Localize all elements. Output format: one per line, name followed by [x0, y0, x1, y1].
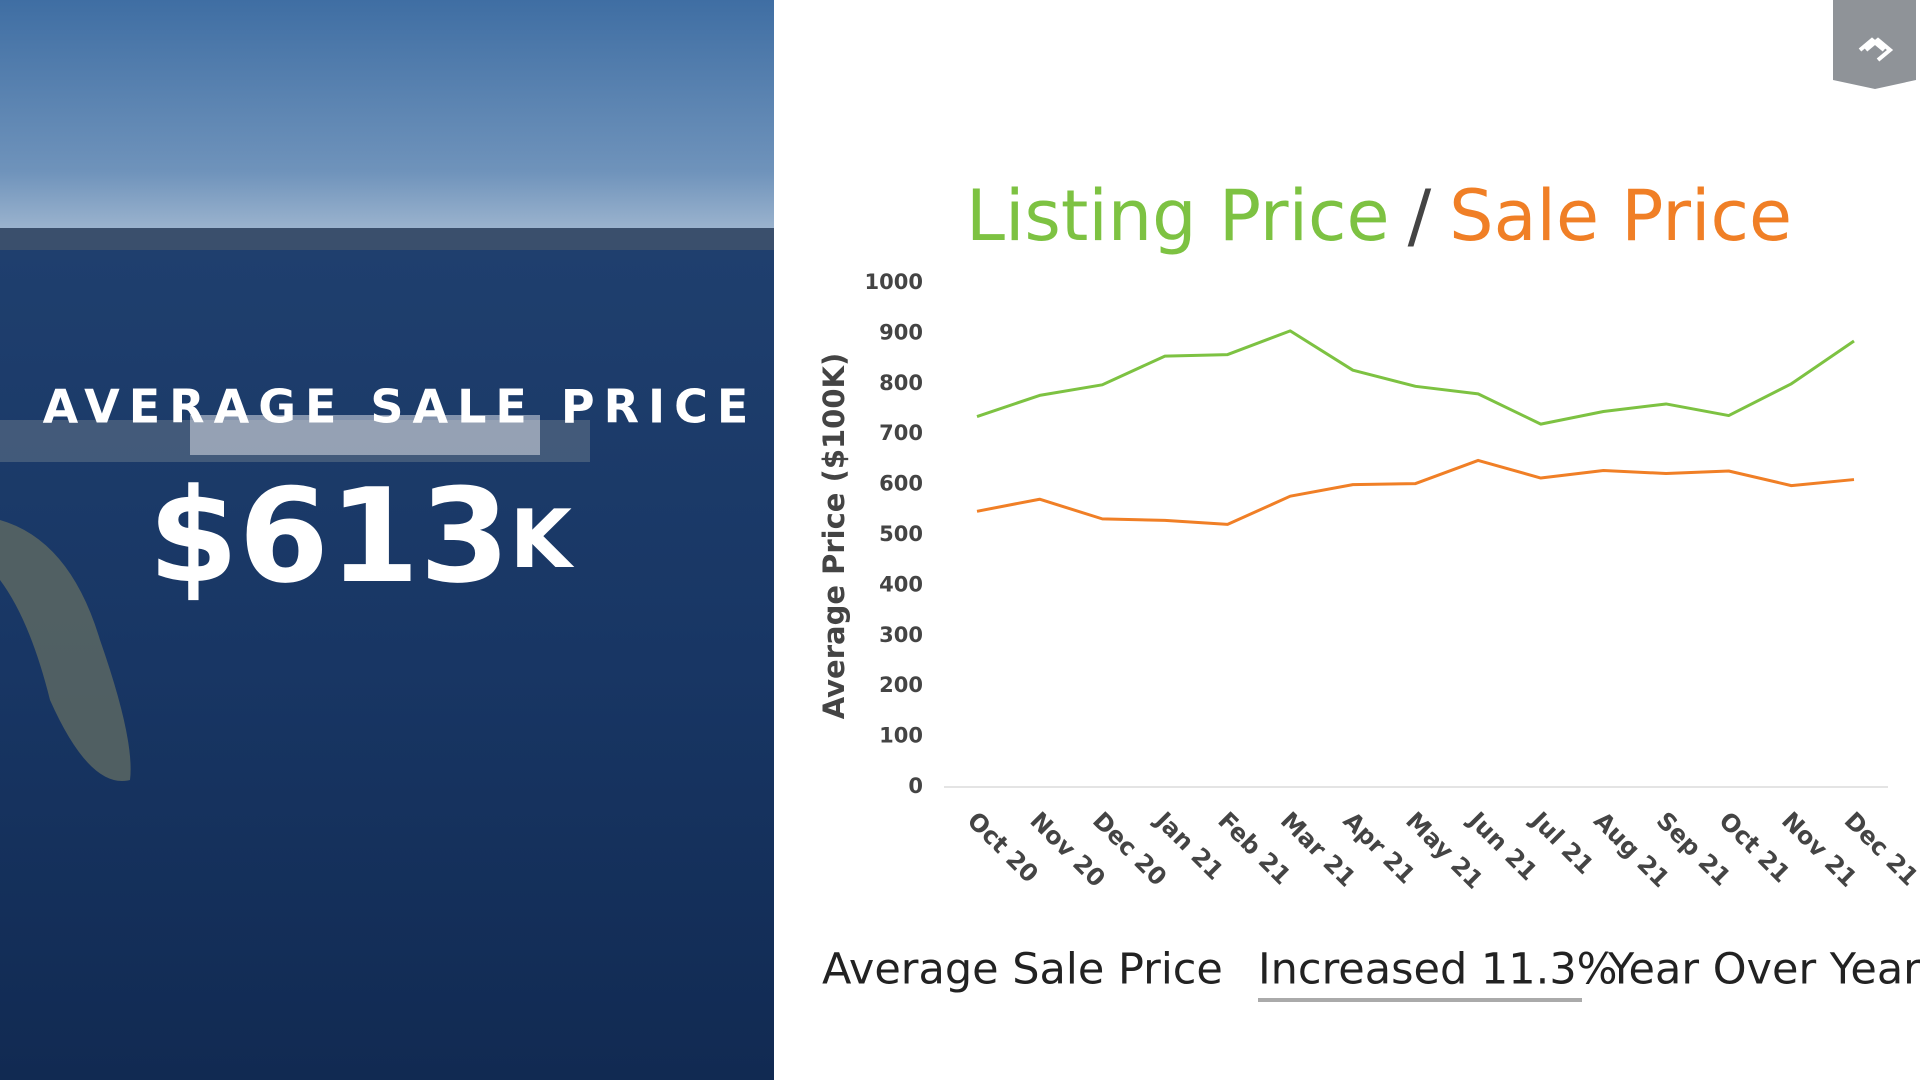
y-tick-label: 200: [879, 673, 923, 697]
value-unit: K: [510, 493, 575, 586]
title-sale: Sale Price: [1449, 175, 1792, 257]
value-main: $613: [148, 460, 510, 612]
y-tick-label: 1000: [865, 270, 923, 294]
shoreline: [0, 228, 774, 250]
y-tick-label: 700: [879, 421, 923, 445]
y-tick-label: 100: [879, 724, 923, 748]
ferry: [190, 415, 540, 455]
logo-mark: [1858, 37, 1894, 62]
y-tick-label: 900: [879, 320, 923, 344]
series-line: [976, 458, 1855, 526]
y-tick-label: 500: [879, 522, 923, 546]
jetty: [0, 520, 131, 781]
y-tick-label: 600: [879, 472, 923, 496]
panel-value: $613K: [148, 460, 575, 612]
chart-title: Listing Price / Sale Price: [966, 175, 1792, 257]
y-tick-label: 400: [879, 572, 923, 596]
y-tick-label: 0: [908, 774, 923, 798]
y-tick-label: 300: [879, 623, 923, 647]
footer-lead: Average Sale Price: [822, 945, 1223, 995]
y-tick-label: 800: [879, 371, 923, 395]
photo-panel: AVERAGE SALE PRICE $613K: [0, 0, 774, 1080]
sea: [0, 250, 774, 1080]
title-listing: Listing Price: [966, 175, 1390, 257]
y-axis-label: Average Price ($100K): [817, 353, 851, 720]
footer: Average Sale Price Increased 11.3% Year …: [822, 945, 1920, 1002]
title-separator: /: [1408, 175, 1432, 257]
series-line: [976, 329, 1855, 426]
footer-highlight: Increased 11.3%: [1258, 945, 1618, 995]
footer-tail: Year Over Year: [1607, 945, 1920, 995]
sky: [0, 0, 774, 245]
panel-heading: AVERAGE SALE PRICE: [43, 380, 758, 434]
